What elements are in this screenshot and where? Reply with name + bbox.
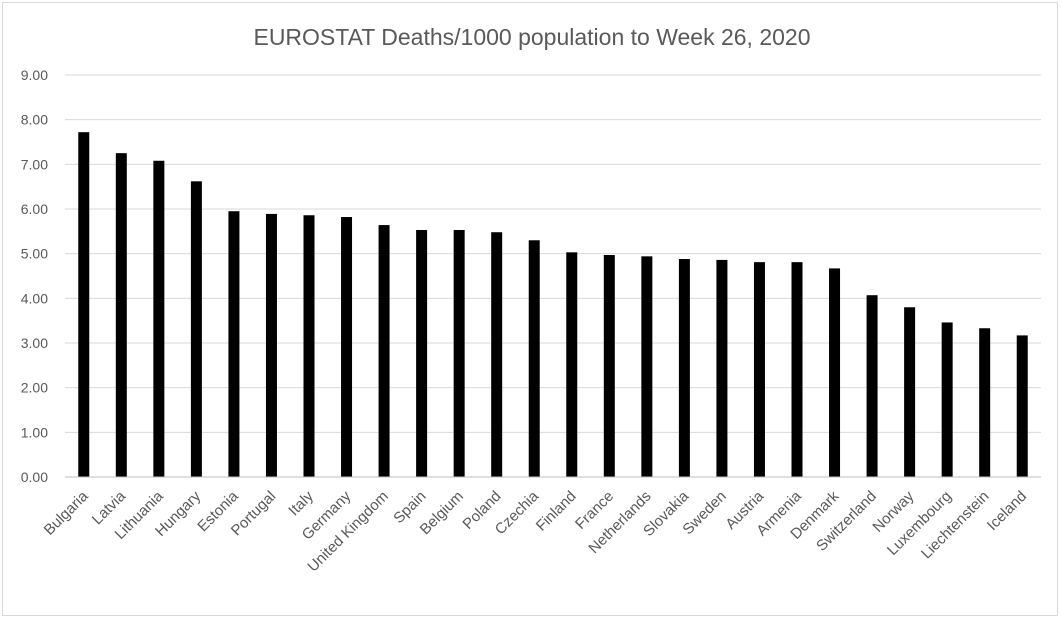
bar-poland: [491, 232, 503, 477]
bar-finland: [566, 252, 578, 477]
y-tick-label: 0.00: [21, 469, 48, 485]
y-tick-label: 2.00: [21, 380, 48, 396]
bar-czechia: [528, 240, 540, 477]
bar-iceland: [1016, 335, 1028, 477]
bar-chart: EUROSTAT Deaths/1000 population to Week …: [21, 24, 1041, 575]
y-tick-label: 9.00: [21, 67, 48, 83]
x-axis-ticks: BulgariaLatviaLithuaniaHungaryEstoniaPor…: [41, 487, 1030, 575]
bar-estonia: [228, 211, 240, 477]
bar-switzerland: [866, 295, 878, 477]
bar-latvia: [115, 153, 127, 477]
bar-portugal: [265, 213, 277, 477]
x-tick-label: Italy: [285, 487, 317, 519]
y-tick-label: 3.00: [21, 335, 48, 351]
bar-armenia: [791, 262, 803, 477]
bar-luxembourg: [941, 322, 953, 477]
bar-austria: [753, 262, 765, 477]
bar-france: [603, 255, 615, 477]
bar-netherlands: [641, 256, 653, 477]
x-tick-label: Bulgaria: [41, 487, 92, 538]
bar-slovakia: [678, 259, 690, 477]
bar-united-kingdom: [378, 225, 390, 477]
bar-hungary: [190, 181, 202, 477]
y-tick-label: 7.00: [21, 156, 48, 172]
y-tick-label: 6.00: [21, 201, 48, 217]
gridlines: [65, 74, 1041, 433]
bar-sweden: [716, 259, 728, 477]
bar-italy: [303, 215, 315, 477]
bar-lithuania: [153, 160, 165, 477]
y-tick-label: 4.00: [21, 290, 48, 306]
bar-bulgaria: [78, 132, 90, 477]
x-tick-label: Iceland: [984, 488, 1030, 534]
bar-spain: [416, 229, 428, 477]
bar-liechtenstein: [979, 328, 991, 477]
bar-germany: [341, 217, 353, 478]
chart-title: EUROSTAT Deaths/1000 population to Week …: [253, 24, 810, 50]
bar-norway: [904, 307, 916, 477]
y-tick-label: 8.00: [21, 112, 48, 128]
y-axis-ticks: 0.00 1.00 2.00 3.00 4.00 5.00 6.00 7.00 8.00 9.00: [21, 67, 48, 485]
y-tick-label: 1.00: [21, 424, 48, 440]
bars: [78, 132, 1028, 478]
bar-belgium: [453, 229, 465, 477]
y-tick-label: 5.00: [21, 246, 48, 262]
x-tick-label: Finland: [533, 488, 580, 535]
bar-denmark: [829, 268, 841, 477]
